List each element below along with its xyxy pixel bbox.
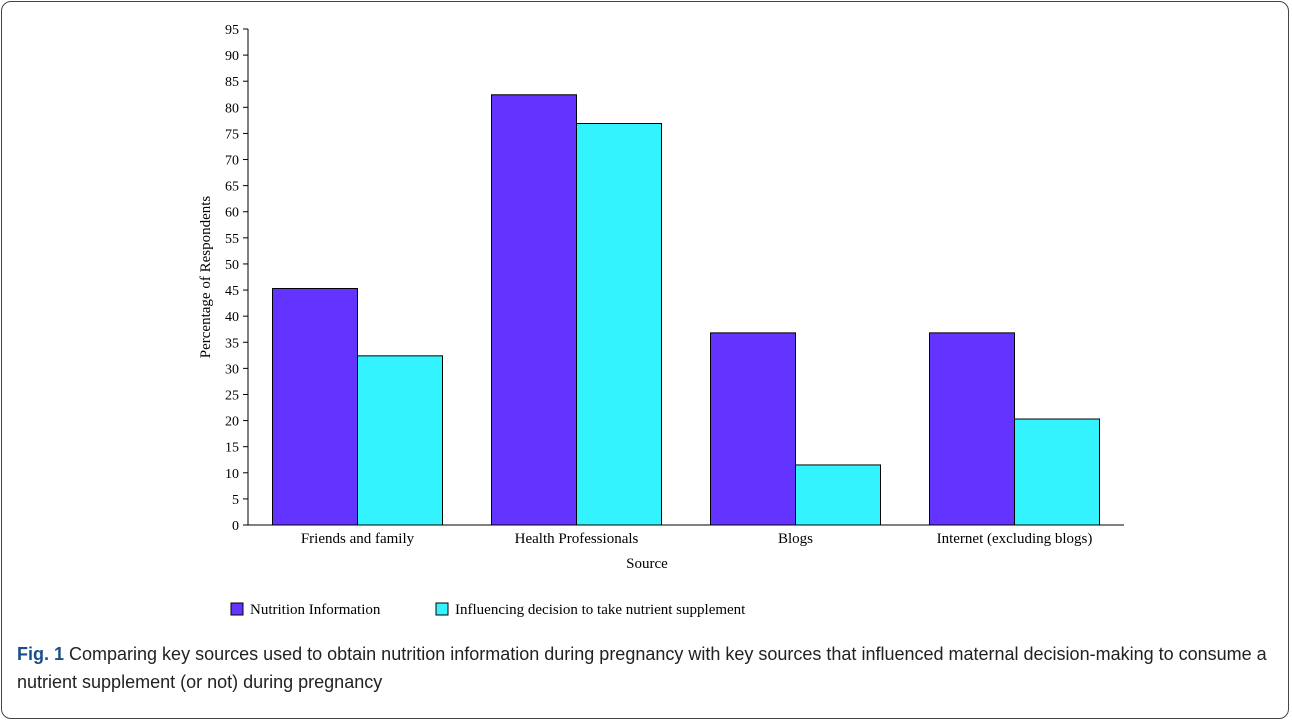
y-tick-label: 90	[225, 49, 239, 64]
y-tick-label: 95	[225, 23, 239, 38]
y-tick-label: 50	[225, 258, 239, 273]
y-tick-label: 35	[225, 336, 239, 351]
legend-label: Nutrition Information	[250, 602, 381, 618]
y-tick-label: 40	[225, 310, 239, 325]
legend-swatch	[230, 602, 244, 616]
bar-influencing-decision	[576, 123, 662, 526]
figure-caption: Fig. 1 Comparing key sources used to obt…	[17, 640, 1277, 696]
bar-chart: 0 5 10 15 20 25 30 35 40 45 50 55 60 65 70 75 80 85 90 95 F…	[198, 23, 1124, 618]
y-tick-label: 60	[225, 206, 239, 221]
y-tick-label: 5	[232, 493, 239, 508]
y-tick-label: 75	[225, 127, 239, 142]
bar-influencing-decision	[1014, 418, 1100, 526]
bar-nutrition-information	[929, 332, 1015, 526]
y-tick-label: 20	[225, 415, 239, 430]
caption-text: Comparing key sources used to obtain nut…	[17, 644, 1267, 692]
y-tick-label: 85	[225, 75, 239, 90]
y-tick-label: 45	[225, 284, 239, 299]
bars	[272, 94, 1100, 526]
x-axis-category-labels: Friends and family Health Professionals Bl…	[301, 531, 1093, 547]
x-category-label: Health Professionals	[515, 531, 639, 547]
legend-label: Influencing decision to take nutrient su…	[455, 602, 746, 618]
x-axis-title: Source	[626, 556, 668, 572]
legend: Nutrition Information Influencing decisio…	[230, 602, 746, 618]
y-tick-label: 65	[225, 180, 239, 195]
y-axis-title: Percentage of Respondents	[198, 196, 214, 359]
y-tick-label: 30	[225, 362, 239, 377]
y-tick-label: 10	[225, 467, 239, 482]
y-tick-label: 80	[225, 101, 239, 116]
x-category-label: Internet (excluding blogs)	[937, 531, 1093, 547]
y-tick-label: 0	[232, 519, 239, 534]
y-axis-ticks: 0 5 10 15 20 25 30 35 40 45 50 55 60 65 70 75 80 85 90 95	[225, 23, 248, 534]
bar-influencing-decision	[795, 464, 881, 526]
y-tick-label: 55	[225, 232, 239, 247]
bar-nutrition-information	[491, 94, 577, 526]
x-category-label: Friends and family	[301, 531, 415, 547]
figure-label: Fig. 1	[17, 644, 65, 664]
bar-influencing-decision	[357, 355, 443, 526]
bar-nutrition-information	[272, 287, 358, 526]
legend-swatch	[435, 602, 449, 616]
y-tick-label: 25	[225, 388, 239, 403]
bar-nutrition-information	[710, 332, 796, 526]
y-tick-label: 15	[225, 441, 239, 456]
y-tick-label: 70	[225, 154, 239, 169]
x-category-label: Blogs	[778, 531, 813, 547]
